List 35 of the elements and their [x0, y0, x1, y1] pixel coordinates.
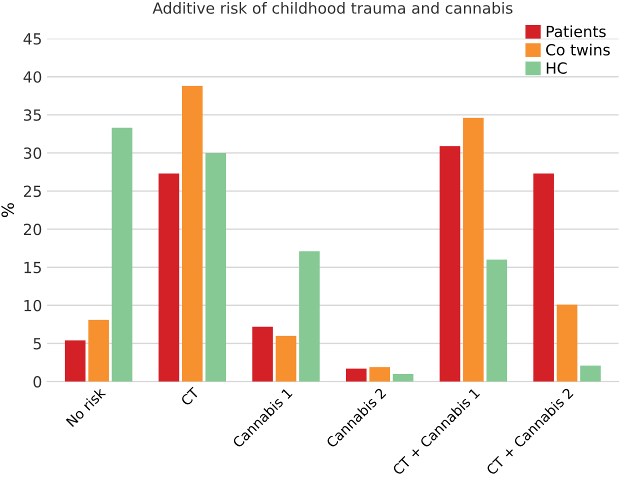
- bar: [252, 326, 273, 382]
- bar: [533, 174, 554, 382]
- y-tick-label: 15: [24, 262, 41, 274]
- x-tick-label: CT: [180, 386, 200, 406]
- bar: [369, 367, 390, 382]
- y-tick-label: 35: [24, 109, 41, 121]
- bar: [158, 174, 180, 382]
- bar: [580, 366, 601, 382]
- y-axis-title: %: [1, 203, 14, 218]
- bar: [299, 251, 320, 382]
- y-tick-label: 0: [34, 376, 42, 388]
- x-tick-label: No risk: [66, 386, 106, 428]
- bar: [486, 260, 508, 382]
- y-tick-label: 40: [24, 71, 42, 83]
- y-tick-label: 45: [24, 33, 41, 45]
- bar: [463, 118, 484, 382]
- y-tick-label: 10: [24, 300, 42, 312]
- legend-label: HC: [546, 62, 567, 74]
- legend-label: Patients: [546, 25, 606, 38]
- bar: [392, 374, 414, 382]
- bar: [205, 152, 226, 382]
- y-tick-label: 5: [34, 338, 41, 350]
- bar: [556, 304, 578, 382]
- bar: [276, 336, 296, 382]
- y-tick-label: 30: [24, 147, 42, 159]
- chart-title: Additive risk of childhood trauma and cannabis: [152, 2, 512, 14]
- bar: [88, 320, 109, 382]
- y-tick-label: 25: [24, 186, 41, 198]
- bar: [182, 86, 203, 382]
- y-tick-label: 20: [24, 224, 42, 236]
- legend-label: Co twins: [546, 44, 610, 56]
- bar: [112, 128, 132, 382]
- bar: [440, 146, 460, 382]
- bar: [64, 340, 86, 382]
- bar: [346, 368, 367, 382]
